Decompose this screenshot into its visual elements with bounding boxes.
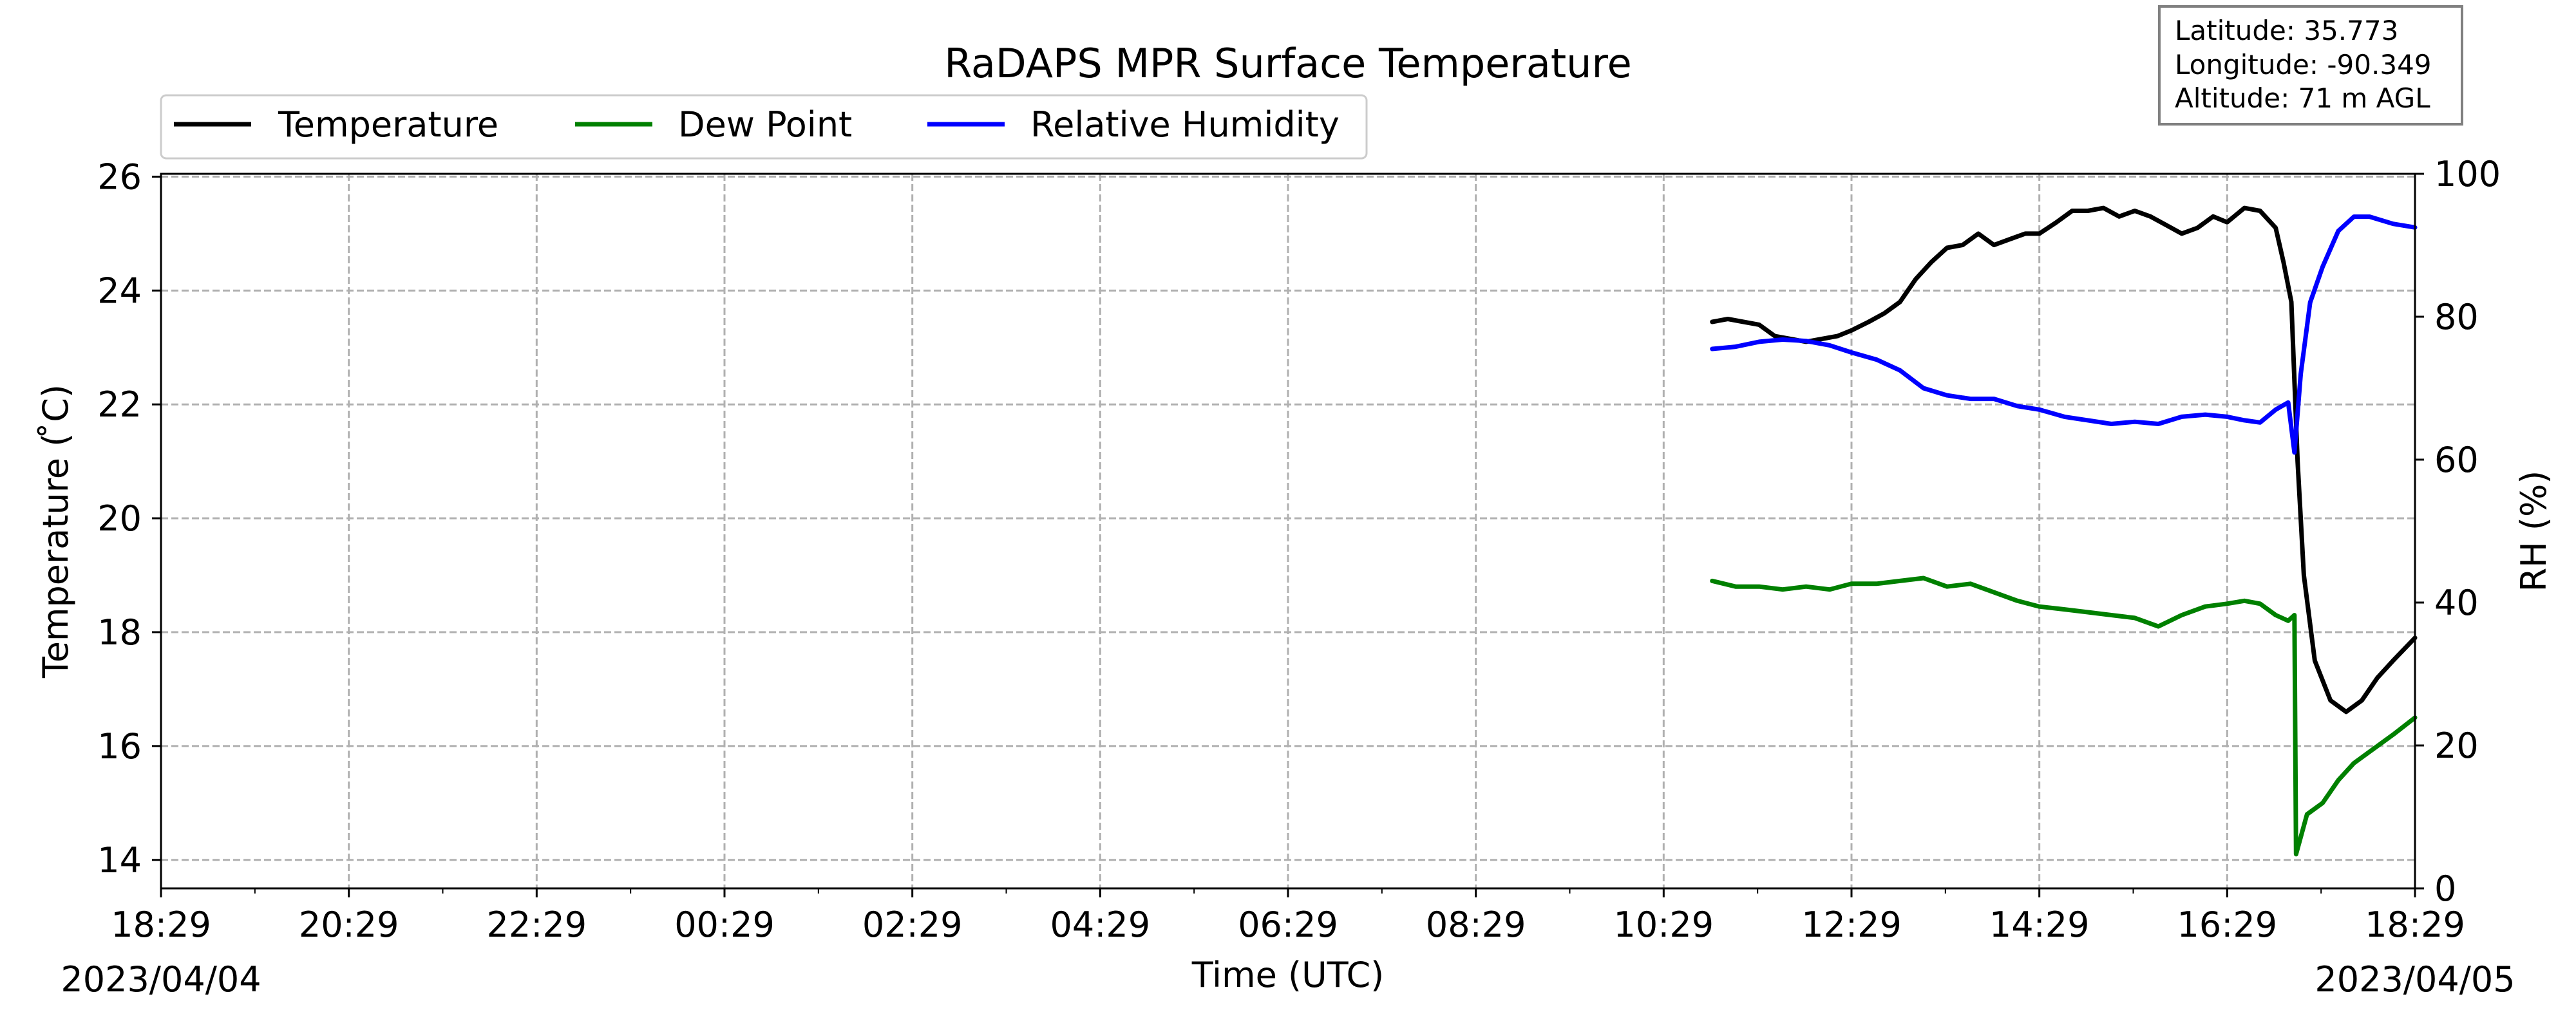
grid-lines xyxy=(161,174,2415,888)
series-line-relative-humidity xyxy=(1710,214,2418,455)
y-left-tick-label: 18 xyxy=(97,612,142,653)
series-layer xyxy=(1710,205,2418,857)
y-left-tick-label: 22 xyxy=(97,384,142,425)
y-left-tick-label: 24 xyxy=(97,270,142,311)
x-tick-label: 18:29 xyxy=(111,904,211,945)
end-date-label: 2023/04/05 xyxy=(2315,959,2515,1000)
x-tick-label: 06:29 xyxy=(1238,904,1338,945)
info-longitude: Longitude: -90.349 xyxy=(2175,49,2432,80)
y-axis-left-label: Temperature ( ̊C) xyxy=(35,384,76,679)
info-altitude: Altitude: 71 m AGL xyxy=(2175,82,2430,114)
x-tick-label: 18:29 xyxy=(2365,904,2465,945)
x-tick-label: 14:29 xyxy=(1989,904,2090,945)
x-tick-label: 00:29 xyxy=(674,904,775,945)
chart-title: RaDAPS MPR Surface Temperature xyxy=(944,40,1632,87)
x-axis-label: Time (UTC) xyxy=(1191,955,1385,995)
legend-box xyxy=(160,94,1368,160)
y-right-tick-label: 60 xyxy=(2434,440,2479,480)
y-right-tick-label: 20 xyxy=(2434,726,2479,766)
x-tick-label: 16:29 xyxy=(2177,904,2278,945)
location-info-box: Latitude: 35.773 Longitude: -90.349 Alti… xyxy=(2158,5,2463,126)
y-right-tick-label: 100 xyxy=(2434,154,2501,194)
x-tick-label: 08:29 xyxy=(1426,904,1526,945)
y-left-tick-label: 14 xyxy=(97,840,142,881)
info-latitude: Latitude: 35.773 xyxy=(2175,15,2398,46)
y-right-tick-label: 0 xyxy=(2434,868,2456,909)
start-date-label: 2023/04/04 xyxy=(61,959,261,1000)
y-right-tick-label: 40 xyxy=(2434,583,2479,623)
y-left-tick-label: 20 xyxy=(97,498,142,539)
legend-label-dew-point: Dew Point xyxy=(678,104,852,145)
series-line-temperature xyxy=(1710,205,2418,715)
axis-ticks: 18:29 20:29 22:29 00:29 02:29 04:29 06:29 08:29… xyxy=(97,154,2501,945)
legend-label-relative-humidity: Relative Humidity xyxy=(1030,104,1340,145)
info-box-frame xyxy=(2158,5,2463,126)
y-left-tick-label: 26 xyxy=(97,156,142,197)
x-tick-label: 04:29 xyxy=(1050,904,1151,945)
series-line-dew-point xyxy=(1710,576,2418,857)
y-left-tick-label: 16 xyxy=(97,726,142,767)
y-right-tick-label: 80 xyxy=(2434,297,2479,337)
x-tick-label: 12:29 xyxy=(1801,904,1902,945)
legend: Temperature Dew Point Relative Humidity xyxy=(160,94,1368,160)
y-axis-right-label: RH (%) xyxy=(2514,471,2554,592)
legend-label-temperature: Temperature xyxy=(278,104,498,145)
x-tick-label: 10:29 xyxy=(1614,904,1714,945)
x-tick-label: 02:29 xyxy=(862,904,963,945)
x-tick-label: 22:29 xyxy=(487,904,587,945)
x-tick-label: 20:29 xyxy=(299,904,399,945)
